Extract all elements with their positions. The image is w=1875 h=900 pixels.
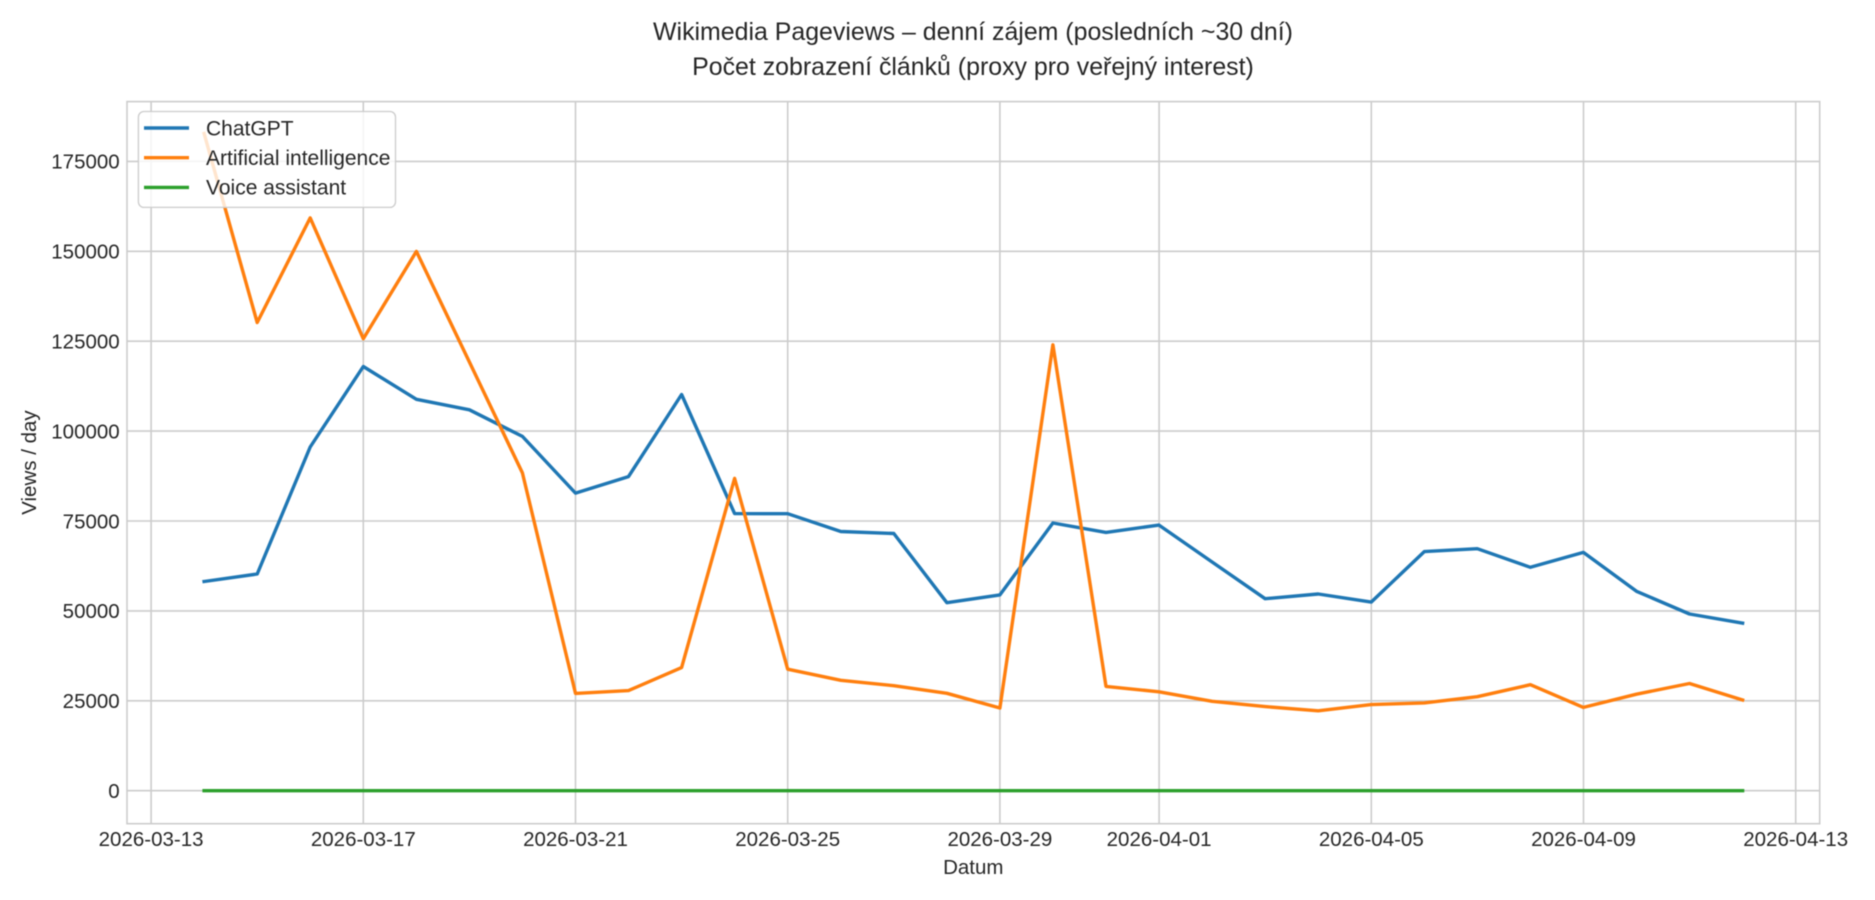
svg-text:Artificial intelligence: Artificial intelligence — [206, 147, 390, 170]
svg-text:2026-04-09: 2026-04-09 — [1531, 828, 1636, 851]
svg-text:2026-03-13: 2026-03-13 — [99, 828, 204, 851]
svg-text:2026-04-01: 2026-04-01 — [1107, 828, 1212, 851]
svg-text:25000: 25000 — [63, 690, 120, 713]
svg-text:Datum: Datum — [943, 856, 1003, 879]
svg-text:150000: 150000 — [51, 241, 119, 264]
svg-text:Views / day: Views / day — [18, 410, 41, 515]
svg-text:Voice assistant: Voice assistant — [206, 177, 346, 200]
svg-text:50000: 50000 — [63, 600, 120, 623]
svg-text:125000: 125000 — [51, 331, 119, 354]
svg-text:0: 0 — [108, 780, 119, 803]
svg-text:Počet zobrazení článků (proxy: Počet zobrazení článků (proxy pro veřejn… — [692, 53, 1254, 81]
svg-text:75000: 75000 — [63, 510, 120, 533]
svg-text:100000: 100000 — [51, 420, 119, 443]
svg-text:2026-04-05: 2026-04-05 — [1319, 828, 1424, 851]
svg-text:2026-03-29: 2026-03-29 — [947, 828, 1052, 851]
svg-text:ChatGPT: ChatGPT — [206, 117, 294, 140]
svg-text:2026-03-21: 2026-03-21 — [523, 828, 628, 851]
svg-text:2026-04-13: 2026-04-13 — [1743, 828, 1848, 851]
svg-text:2026-03-25: 2026-03-25 — [735, 828, 840, 851]
svg-text:Wikimedia Pageviews – denní zá: Wikimedia Pageviews – denní zájem (posle… — [653, 18, 1293, 46]
svg-text:2026-03-17: 2026-03-17 — [311, 828, 416, 851]
svg-text:175000: 175000 — [51, 151, 119, 174]
